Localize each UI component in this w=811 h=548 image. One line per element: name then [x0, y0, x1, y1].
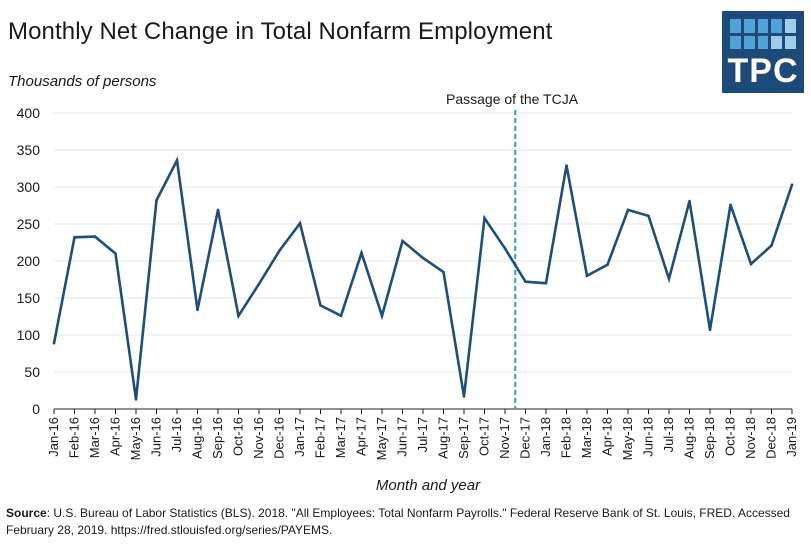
y-tick-label: 200 [17, 253, 41, 269]
x-tick-label: Jan-18 [538, 417, 553, 457]
data-point [462, 395, 466, 398]
x-tick-label: Jun-18 [641, 417, 656, 457]
tpc-logo: TPC [722, 11, 804, 93]
data-point [380, 314, 384, 318]
data-point [708, 328, 712, 332]
data-point [770, 244, 773, 247]
x-tick-label: Jul-16 [169, 417, 184, 452]
data-point [565, 164, 568, 167]
data-point [298, 221, 302, 225]
data-point [134, 398, 138, 401]
x-tick-label: Sep-17 [456, 417, 471, 459]
y-tick-label: 150 [17, 290, 41, 306]
x-tick-label: Feb-18 [559, 417, 574, 458]
data-point [626, 208, 630, 212]
data-point [401, 239, 404, 243]
data-point [421, 256, 425, 260]
data-point [688, 199, 691, 203]
logo-text: TPC [727, 52, 799, 90]
data-point [524, 280, 527, 284]
x-tick-label: Sep-18 [702, 417, 717, 459]
data-point [216, 208, 220, 212]
data-point [790, 183, 794, 187]
data-point [237, 314, 240, 318]
data-point [442, 270, 445, 274]
y-axis-label: Thousands of persons [8, 73, 157, 90]
data-point [503, 247, 507, 250]
data-point [339, 314, 343, 318]
data-point [73, 236, 76, 239]
data-point [114, 252, 117, 255]
x-tick-label: Aug-17 [436, 417, 451, 459]
x-tick-label: Jan-17 [292, 417, 307, 457]
source-note: Source: U.S. Bureau of Labor Statistics … [6, 505, 806, 539]
x-tick-label: Mar-17 [333, 417, 348, 458]
logo-grid-icon [730, 19, 796, 49]
source-label: Source [6, 506, 47, 520]
x-axis-label: Month and year [376, 477, 481, 494]
data-point [319, 304, 322, 307]
data-point [278, 249, 281, 252]
data-point [544, 281, 548, 285]
x-tick-label: Oct-17 [477, 417, 492, 456]
data-point [585, 274, 589, 278]
data-point [175, 159, 179, 162]
x-tick-label: Dec-16 [272, 417, 287, 459]
x-tick-label: Nov-18 [743, 417, 758, 459]
x-tick-label: Dec-17 [518, 417, 533, 459]
data-point [606, 263, 609, 267]
x-tick-label: May-18 [620, 417, 635, 460]
x-tick-label: Mar-18 [579, 417, 594, 458]
x-tick-label: Jan-19 [784, 417, 799, 457]
data-point [93, 235, 97, 238]
data-point [257, 282, 261, 286]
chart-title: Monthly Net Change in Total Nonfarm Empl… [8, 18, 553, 45]
x-tick-label: Apr-16 [108, 417, 123, 456]
y-tick-label: 100 [17, 327, 41, 343]
x-tick-label: Mar-16 [87, 417, 102, 458]
data-point [155, 199, 158, 202]
x-tick-label: Aug-18 [682, 417, 697, 459]
x-tick-label: Jul-18 [661, 417, 676, 452]
x-tick-label: Nov-17 [497, 417, 512, 459]
x-tick-label: Jun-17 [395, 417, 410, 457]
y-tick-label: 250 [17, 216, 41, 232]
data-point [196, 308, 199, 312]
y-tick-label: 350 [17, 142, 41, 158]
data-point [483, 216, 486, 220]
data-point [360, 251, 363, 255]
x-tick-label: May-16 [128, 417, 143, 460]
data-point [52, 341, 56, 345]
x-tick-label: Aug-16 [190, 417, 205, 459]
data-point [667, 277, 671, 281]
x-tick-label: Feb-17 [313, 417, 328, 458]
x-tick-label: Apr-18 [600, 417, 615, 456]
x-tick-label: Sep-16 [210, 417, 225, 459]
x-tick-label: Jan-16 [46, 417, 61, 457]
x-tick-label: Nov-16 [251, 417, 266, 459]
y-tick-label: 400 [17, 105, 41, 121]
source-text: : U.S. Bureau of Labor Statistics (BLS).… [6, 506, 790, 537]
data-point [729, 203, 732, 207]
x-tick-label: Dec-18 [764, 417, 779, 459]
x-tick-label: Jun-16 [149, 417, 164, 457]
y-tick-label: 300 [17, 179, 41, 195]
y-tick-label: 50 [24, 364, 40, 380]
x-tick-label: Feb-16 [67, 417, 82, 458]
employment-series-line [52, 156, 794, 400]
data-point [749, 262, 753, 266]
data-point [647, 214, 650, 218]
x-tick-label: Jul-17 [415, 417, 430, 452]
tcja-annotation-label: Passage of the TCJA [446, 91, 579, 107]
x-tick-label: Apr-17 [354, 417, 369, 456]
x-tick-label: Oct-18 [723, 417, 738, 456]
x-tick-label: May-17 [374, 417, 389, 460]
x-tick-label: Oct-16 [231, 417, 246, 456]
y-tick-label: 0 [32, 401, 40, 417]
